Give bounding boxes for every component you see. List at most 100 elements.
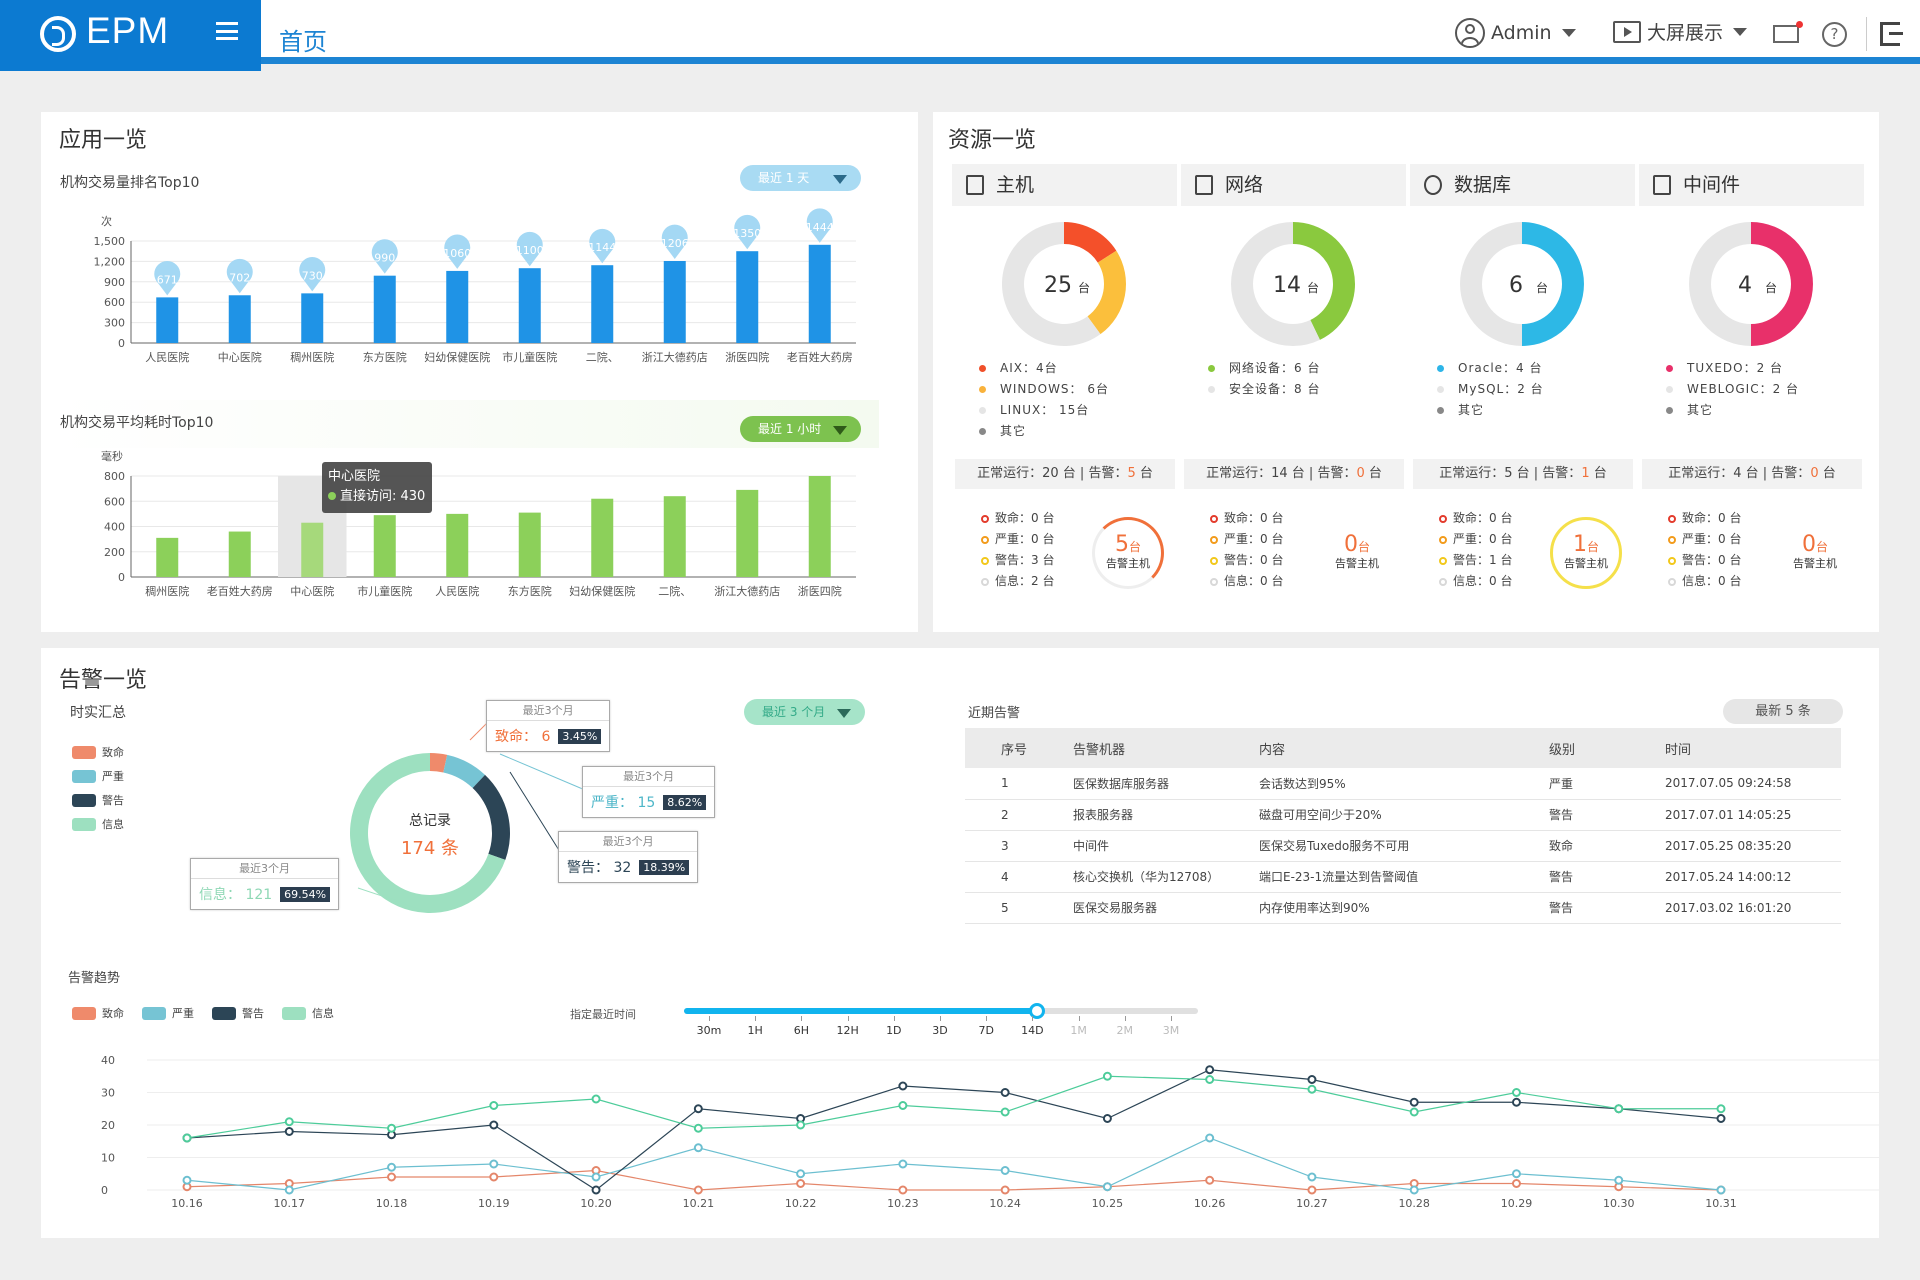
brand-logo[interactable]: EPM	[0, 0, 261, 71]
donut-slice	[1087, 250, 1126, 335]
table-body: 1 医保数据库服务器 会话数达到95% 严重 2017.07.05 09:24:58 2 报…	[965, 768, 1841, 924]
chart2-time-filter[interactable]: 最近 1 小时	[740, 416, 861, 442]
slider-tick-label[interactable]: 14D	[1021, 1024, 1044, 1037]
slider-tick-label[interactable]: 1D	[886, 1024, 902, 1037]
tab-server[interactable]: 主机	[952, 164, 1177, 206]
alarm-host-count[interactable]: 0台 告警主机	[1335, 532, 1379, 570]
data-label: 990	[374, 252, 395, 265]
severity-item: 致命：0 台	[1439, 508, 1512, 529]
y-tick-label: 200	[104, 546, 125, 559]
slider-tick-label[interactable]: 30m	[696, 1024, 722, 1037]
severity-item: 信息：0 台	[1439, 571, 1512, 592]
x-tick-label: 稠州医院	[290, 350, 334, 364]
status-bar: 正常运行：14 台 | 告警：0 台	[1184, 459, 1404, 489]
data-point	[1000, 1185, 1010, 1195]
tab-database[interactable]: 数据库	[1410, 164, 1635, 206]
severity-dot	[1439, 577, 1447, 586]
table-cell: 端口E-23-1流量达到告警阈值	[1259, 861, 1549, 893]
recent-count-filter[interactable]: 最新 5 条	[1723, 699, 1843, 724]
data-point	[1307, 1075, 1317, 1084]
alarm-host-count[interactable]: 0台 告警主机	[1793, 532, 1837, 570]
slider-tick-label[interactable]: 12H	[836, 1024, 859, 1037]
time-slider-handle[interactable]	[1029, 1003, 1045, 1019]
x-tick-label: 浙医四院	[725, 350, 769, 364]
legend-dot	[979, 407, 986, 414]
severity-item: 警告：0 台	[1210, 550, 1283, 571]
x-tick-label: 人民医院	[435, 584, 479, 598]
status-bar: 正常运行：4 台 | 告警：0 台	[1642, 459, 1862, 489]
help-icon[interactable]: ?	[1822, 22, 1847, 47]
slider-tick-mark	[847, 1016, 849, 1021]
column-header: 告警机器	[1045, 728, 1259, 768]
slider-tick-label[interactable]: 1M	[1070, 1024, 1087, 1037]
table-cell: 磁盘可用空间少于20%	[1259, 799, 1549, 831]
donut-label: 总记录	[409, 813, 451, 829]
table-cell: 严重	[1549, 768, 1665, 800]
slider-tick-label[interactable]: 1H	[747, 1024, 763, 1037]
table-row[interactable]: 3 中间件 医保交易Tuxedo服务不可用 致命 2017.05.25 08:35:20	[965, 830, 1841, 862]
bar-tooltip: 中心医院 直接访问: 430	[322, 462, 432, 513]
table-cell: 医保交易Tuxedo服务不可用	[1259, 830, 1549, 862]
tab-network[interactable]: 网络	[1181, 164, 1406, 206]
chart1-time-filter[interactable]: 最近 1 天	[740, 165, 861, 191]
legend-dot	[1208, 386, 1215, 393]
callout-信息[interactable]: 最近3个月 信息： 121 69.54%	[190, 858, 340, 910]
mail-icon[interactable]	[1773, 21, 1803, 43]
slider-tick-mark	[1078, 1016, 1080, 1021]
slider-tick-label[interactable]: 2M	[1116, 1024, 1134, 1037]
slider-tick-label[interactable]: 6H	[793, 1024, 810, 1037]
legend-item: 信息	[72, 816, 124, 832]
big-screen-menu[interactable]: 大屏展示	[1613, 18, 1748, 45]
legend-item: 致命	[72, 744, 124, 760]
alarm-time-filter[interactable]: 最近 3 个月	[744, 699, 865, 725]
legend-item[interactable]: 信息	[282, 1005, 334, 1021]
value-pin	[734, 214, 761, 250]
tab-home[interactable]: 首页	[279, 28, 327, 56]
severity-dot	[981, 577, 989, 586]
alarm-host-count[interactable]: 1台 告警主机	[1550, 517, 1622, 589]
y-tick-label: 600	[104, 296, 125, 309]
slider-tick-label[interactable]: 3D	[932, 1024, 948, 1037]
alarm-host-count[interactable]: 5台 告警主机	[1092, 517, 1164, 589]
legend-item[interactable]: 致命	[72, 1005, 124, 1021]
user-menu[interactable]: Admin	[1455, 18, 1576, 48]
slider-tick-label[interactable]: 7D	[978, 1024, 994, 1037]
slider-tick-label[interactable]: 3M	[1162, 1024, 1180, 1037]
data-point	[1102, 1071, 1112, 1081]
table-row[interactable]: 5 医保交易服务器 内存使用率达到90% 警告 2017.03.02 16:01:20	[965, 892, 1841, 924]
legend-item[interactable]: 严重	[142, 1005, 194, 1021]
table-row[interactable]: 1 医保数据库服务器 会话数达到95% 严重 2017.07.05 09:24:58	[965, 768, 1841, 800]
data-point	[1511, 1169, 1521, 1179]
y-tick-label: 10	[101, 1152, 115, 1165]
logout-icon[interactable]	[1880, 22, 1903, 46]
trend-title: 告警趋势	[68, 971, 121, 986]
alarms-title: 告警一览	[59, 668, 148, 693]
recent-alarms-table: 序号 告警机器 内容 级别 时间 1 医保数据库服务器 会话数达到95% 严重 2017.07.…	[965, 728, 1841, 924]
bar	[446, 513, 469, 577]
callout-致命[interactable]: 最近3个月 致命： 6 3.45%	[486, 700, 611, 752]
server-icon	[966, 175, 984, 195]
bar	[808, 476, 831, 577]
table-row[interactable]: 4 核心交换机（华为12708） 端口E-23-1流量达到告警阈值 警告 2017.05…	[965, 861, 1841, 893]
x-tick-label: 妇幼保健医院	[569, 584, 635, 598]
resource-donuts: 25 台 14 台 6 台 4 台	[1002, 222, 1813, 346]
value-pin	[444, 234, 471, 269]
x-tick-label: 老百姓大药房	[207, 584, 273, 598]
x-tick-label: 二院、	[658, 584, 691, 598]
chevron-down-icon	[833, 426, 847, 435]
legend-dot	[979, 386, 986, 393]
tab-monitor[interactable]: 中间件	[1639, 164, 1864, 206]
database-icon	[1424, 175, 1442, 195]
legend-item: 警告	[72, 792, 124, 808]
donut-total: 6	[1509, 273, 1523, 298]
callout-严重[interactable]: 最近3个月 严重： 15 8.62%	[582, 766, 716, 818]
data-point	[1511, 1179, 1521, 1188]
table-row[interactable]: 2 报表服务器 磁盘可用空间少于20% 警告 2017.07.01 14:05:25	[965, 799, 1841, 831]
hamburger-menu-icon[interactable]	[216, 22, 238, 40]
legend-item[interactable]: 警告	[212, 1005, 264, 1021]
x-tick-label: 市儿童医院	[502, 350, 557, 364]
x-tick-label: 10.27	[1296, 1197, 1328, 1210]
callout-警告[interactable]: 最近3个月 警告： 32 18.39%	[558, 831, 699, 883]
table-cell: 2017.07.01 14:05:25	[1665, 799, 1841, 831]
